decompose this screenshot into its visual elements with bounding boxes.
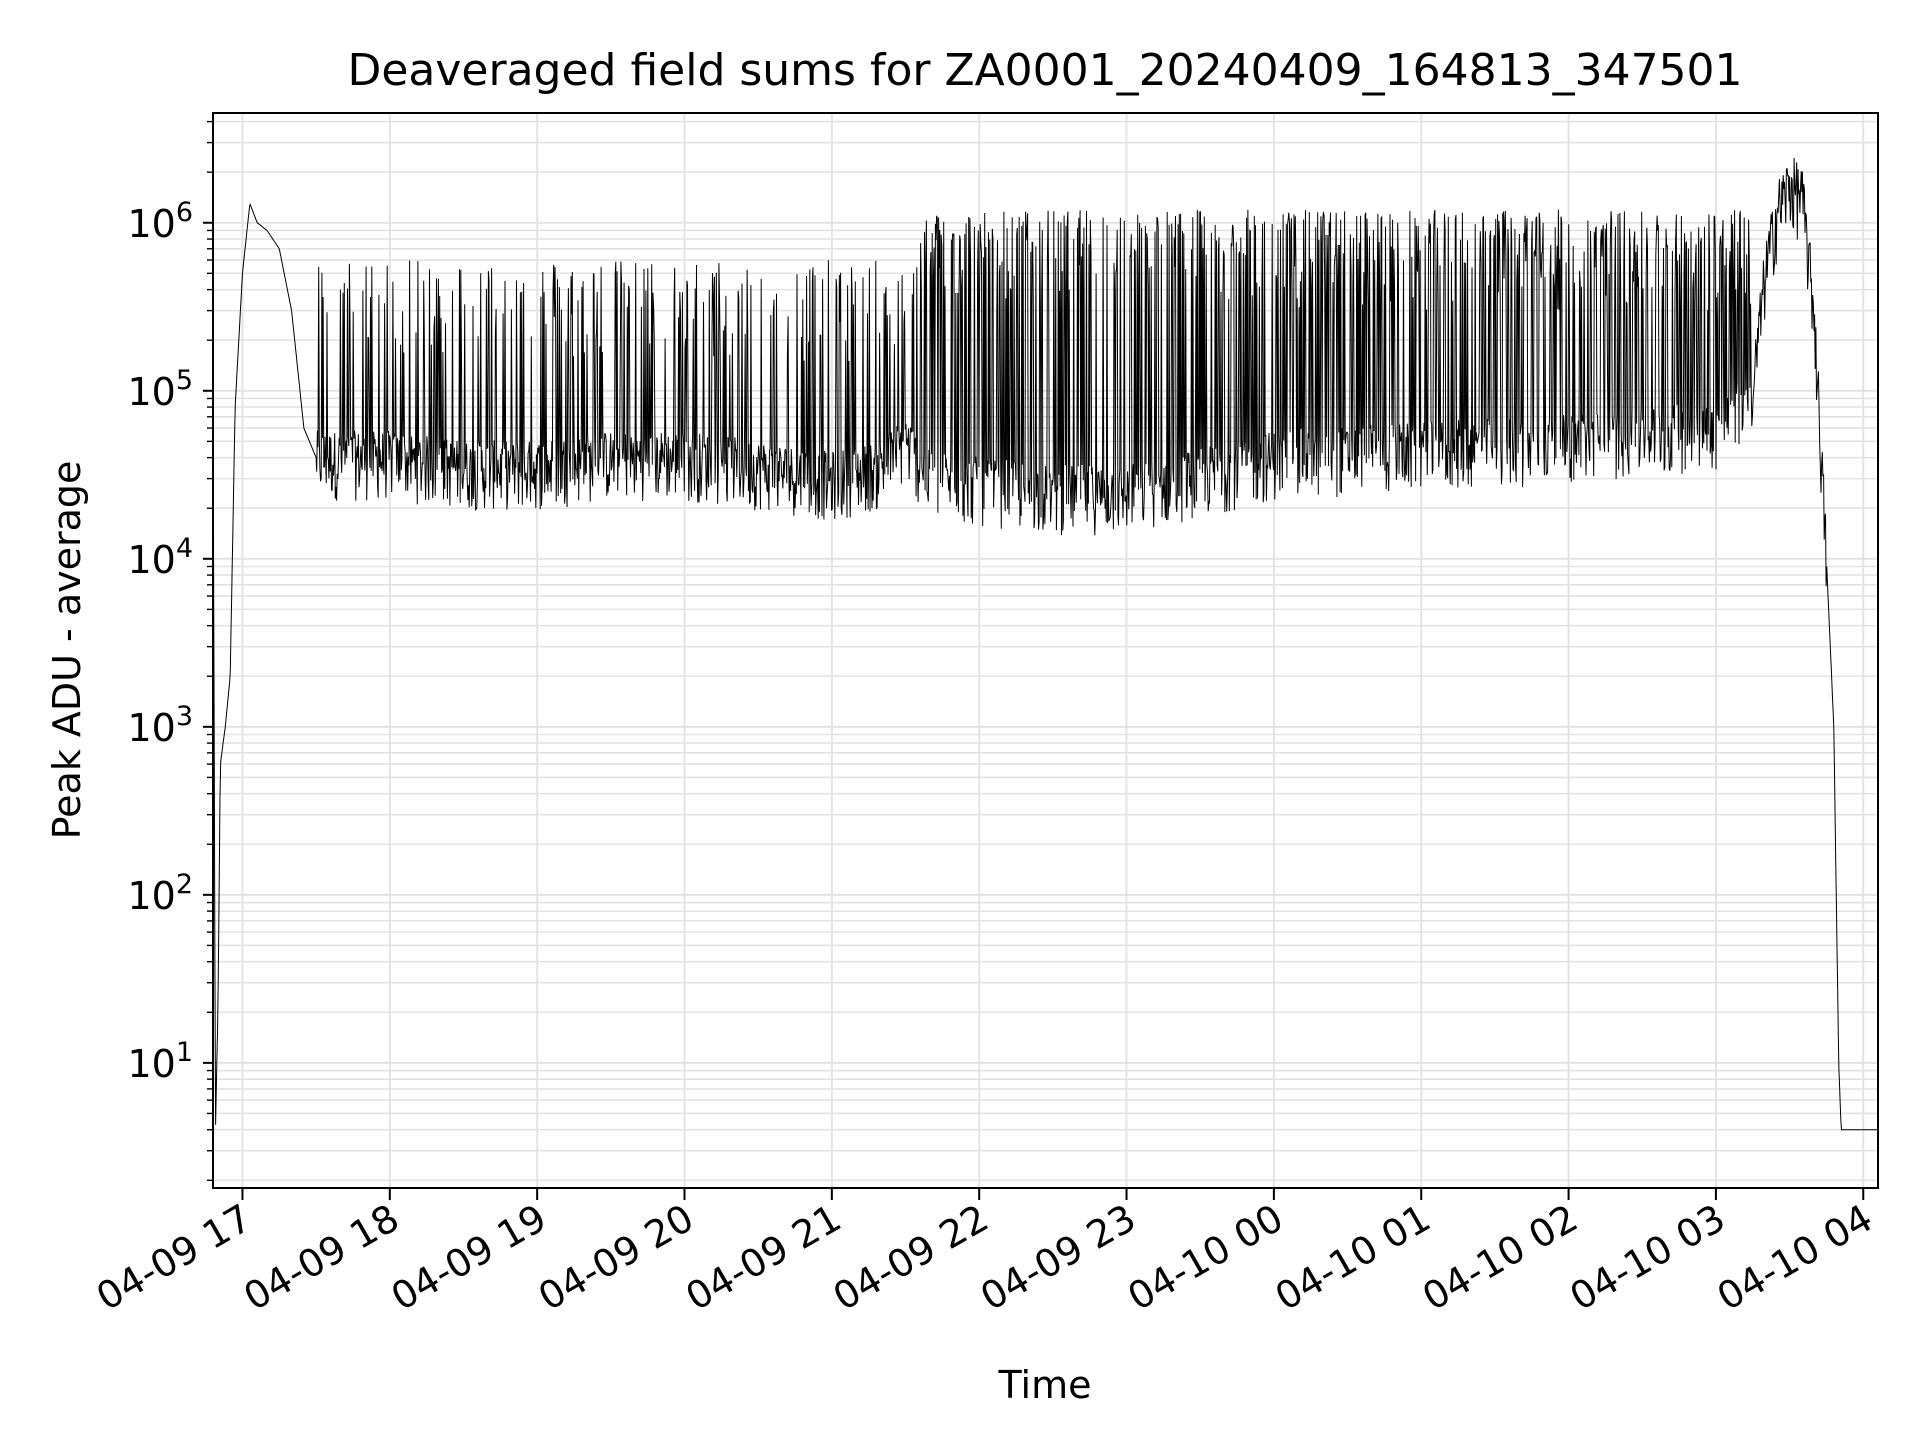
y-tick-base: 10 xyxy=(127,706,175,750)
y-tick-base: 10 xyxy=(127,370,175,414)
series-line xyxy=(213,157,1878,1131)
plot-frame xyxy=(212,112,1879,1189)
y-tick-label: 102 xyxy=(127,869,193,918)
y-tick-exponent: 3 xyxy=(176,701,193,732)
y-tick-exponent: 1 xyxy=(176,1037,193,1068)
y-tick-exponent: 5 xyxy=(176,365,193,396)
y-tick-base: 10 xyxy=(127,538,175,582)
y-tick-base: 10 xyxy=(127,1042,175,1086)
chart-title: Deaveraged field sums for ZA0001_2024040… xyxy=(347,45,1742,96)
y-tick-exponent: 6 xyxy=(176,197,193,228)
y-tick-exponent: 4 xyxy=(176,533,193,564)
y-tick-base: 10 xyxy=(127,874,175,918)
y-axis-label: Peak ADU - average xyxy=(45,461,89,840)
y-tick-label: 103 xyxy=(127,701,193,750)
y-tick-label: 105 xyxy=(127,365,193,414)
x-axis-label: Time xyxy=(998,1363,1092,1407)
y-tick-exponent: 2 xyxy=(176,869,193,900)
y-tick-label: 101 xyxy=(127,1037,193,1086)
y-tick-label: 104 xyxy=(127,533,193,582)
y-tick-base: 10 xyxy=(127,202,175,246)
y-tick-label: 106 xyxy=(127,197,193,246)
